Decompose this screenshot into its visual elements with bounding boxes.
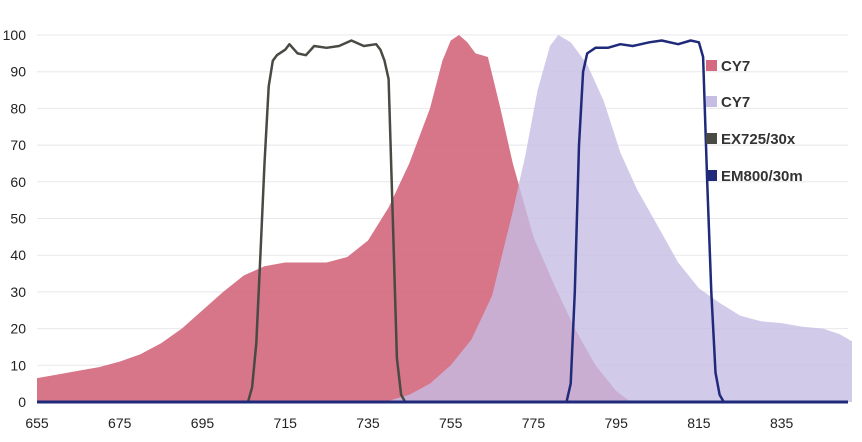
- y-tick-label: 100: [3, 27, 27, 43]
- x-tick-label: 735: [356, 415, 380, 431]
- y-tick-label: 30: [10, 284, 26, 300]
- x-tick-label: 755: [439, 415, 463, 431]
- y-tick-label: 90: [10, 64, 26, 80]
- legend-label: CY7: [721, 58, 750, 75]
- y-tick-label: 50: [10, 211, 26, 227]
- y-tick-label: 10: [10, 357, 26, 373]
- y-tick-label: 20: [10, 321, 26, 337]
- legend-item: EM800/30m: [706, 168, 803, 185]
- series-area-1: [37, 35, 629, 402]
- y-tick-label: 70: [10, 137, 26, 153]
- area-series: [37, 35, 852, 402]
- legend-item: EX725/30x: [706, 131, 796, 148]
- x-tick-label: 815: [687, 415, 711, 431]
- x-tick-label: 655: [25, 415, 49, 431]
- legend-label: EX725/30x: [721, 131, 796, 148]
- legend-swatch: [706, 96, 717, 107]
- x-tick-label: 675: [108, 415, 132, 431]
- series-line-4: [565, 39, 725, 403]
- line-series: [246, 39, 725, 403]
- y-tick-label: 0: [18, 394, 26, 410]
- x-axis-tick-labels: 655 675 695 715 735 755 775 795 815 835: [25, 415, 793, 431]
- x-tick-label: 715: [274, 415, 298, 431]
- series-area-2: [384, 35, 852, 402]
- y-tick-label: 40: [10, 247, 26, 263]
- legend-swatch: [706, 60, 717, 71]
- legend-label: CY7: [721, 94, 750, 111]
- y-tick-label: 80: [10, 100, 26, 116]
- legend-item: CY7: [706, 94, 750, 111]
- y-axis-tick-labels: 0 10 20 30 40 50 60 70 80 90 100: [3, 27, 27, 410]
- x-tick-label: 835: [770, 415, 794, 431]
- y-tick-label: 60: [10, 174, 26, 190]
- legend-label: EM800/30m: [721, 168, 803, 185]
- legend-swatch: [706, 170, 717, 181]
- x-tick-label: 795: [605, 415, 629, 431]
- x-tick-label: 695: [191, 415, 215, 431]
- legend: CY7 CY7 EX725/30x EM800/30m: [706, 58, 803, 185]
- x-tick-label: 775: [522, 415, 546, 431]
- legend-item: CY7: [706, 58, 750, 75]
- series-line-3: [246, 39, 407, 403]
- legend-swatch: [706, 133, 717, 144]
